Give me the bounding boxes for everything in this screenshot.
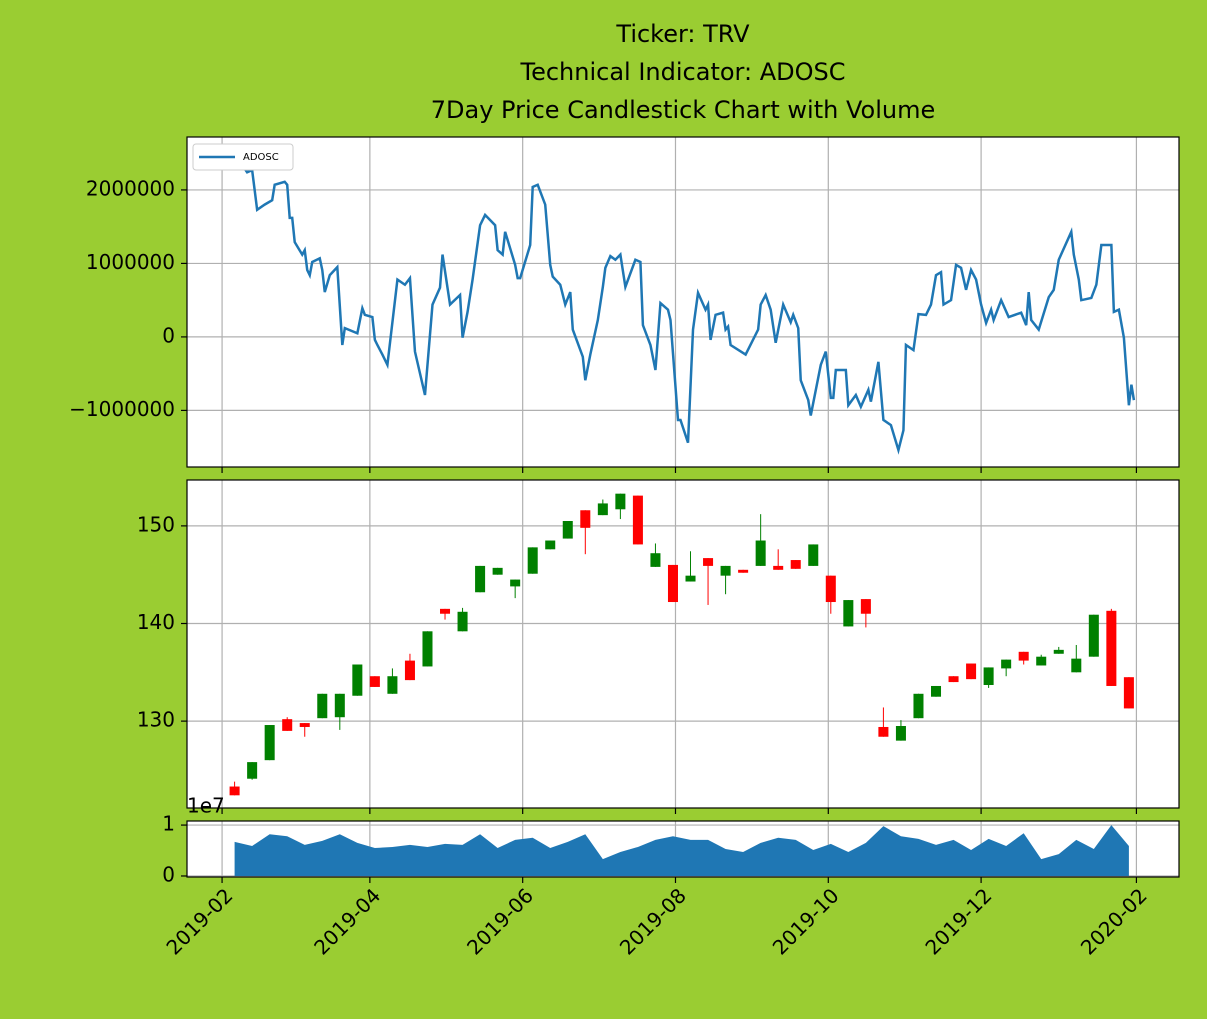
y-tick-label: 140	[137, 610, 175, 634]
candle-body	[1106, 610, 1117, 686]
candle-body	[966, 663, 977, 680]
candle-body	[667, 564, 678, 603]
title-line: Ticker: TRV	[615, 20, 750, 48]
candle-body	[527, 547, 538, 574]
candle-body	[755, 540, 766, 566]
legend-box	[192, 143, 294, 171]
x-tick-label: 2020-02	[1076, 883, 1152, 959]
candle-body	[317, 693, 328, 719]
candle-body	[843, 600, 854, 627]
candle-body	[685, 575, 696, 582]
x-tick-label: 2019-10	[768, 883, 844, 959]
y-tick-label: 0	[162, 323, 175, 347]
candle-body	[790, 560, 801, 569]
candle-body	[264, 725, 275, 761]
plot-area	[187, 137, 1179, 467]
candle-body	[229, 786, 240, 796]
candle-body	[440, 608, 451, 614]
candle-body	[1001, 659, 1012, 669]
candle-body	[247, 762, 258, 779]
candle-body	[1123, 677, 1134, 709]
axis-offset-label: 1e7	[187, 794, 225, 818]
x-tick-label: 2019-02	[161, 883, 237, 959]
plot-layer	[233, 156, 1136, 455]
title-line: 7Day Price Candlestick Chart with Volume	[431, 96, 936, 124]
candle-body	[510, 579, 521, 587]
candle-body	[492, 567, 503, 575]
x-tick-label: 2019-06	[462, 883, 538, 959]
candle-body	[808, 544, 819, 566]
candle-body	[773, 565, 784, 570]
candle-body	[860, 599, 871, 614]
indicator-line	[233, 156, 1136, 455]
y-tick-label: 1	[162, 812, 175, 836]
y-tick-label: 130	[137, 708, 175, 732]
x-tick-label: 2019-04	[309, 883, 385, 959]
plot-frame	[186, 820, 1180, 878]
candle-body	[475, 565, 486, 593]
x-tick-label: 2019-12	[920, 883, 996, 959]
candle-body	[878, 726, 889, 737]
candle-body	[1088, 614, 1099, 657]
volume-area	[234, 825, 1129, 876]
candle-body	[1071, 658, 1082, 673]
candle-body	[738, 569, 749, 573]
candle-body	[352, 664, 363, 696]
candle-body	[562, 521, 573, 539]
candle-body	[387, 676, 398, 694]
candle-body	[650, 553, 661, 567]
y-tick-label: 2000000	[86, 176, 175, 200]
y-tick-label: 150	[137, 512, 175, 536]
candle-body	[983, 667, 994, 685]
candle-body	[895, 726, 906, 741]
candle-body	[422, 631, 433, 667]
candle-body	[825, 575, 836, 603]
candle-body	[948, 676, 959, 683]
y-tick-label: 0	[162, 862, 175, 886]
x-tick-label: 2019-08	[615, 883, 691, 959]
candle-body	[597, 503, 608, 516]
title-line: Technical Indicator: ADOSC	[520, 58, 846, 86]
candle-body	[913, 693, 924, 719]
candle-body	[545, 540, 556, 550]
candle-body	[299, 723, 310, 727]
candle-body	[1053, 649, 1064, 654]
candle-body	[632, 495, 643, 545]
candle-body	[1036, 656, 1047, 666]
y-tick-label: 1000000	[86, 250, 175, 274]
candle-body	[369, 676, 380, 687]
plot-layer	[229, 493, 1134, 796]
candle-body	[457, 611, 468, 632]
legend-label: ADOSC	[243, 152, 279, 163]
candle-body	[404, 660, 415, 681]
candle-body	[580, 510, 591, 528]
candle-body	[931, 685, 942, 697]
candle-body	[615, 493, 626, 510]
plot-area	[187, 480, 1179, 808]
candle-body	[334, 693, 345, 718]
candle-body	[282, 719, 293, 731]
plot-frame	[186, 479, 1180, 809]
candle-body	[720, 565, 731, 576]
candle-body	[703, 558, 714, 566]
plot-layer	[234, 825, 1129, 876]
y-tick-label: −1000000	[69, 397, 175, 421]
plot-frame	[186, 136, 1180, 468]
candle-body	[1018, 651, 1029, 661]
